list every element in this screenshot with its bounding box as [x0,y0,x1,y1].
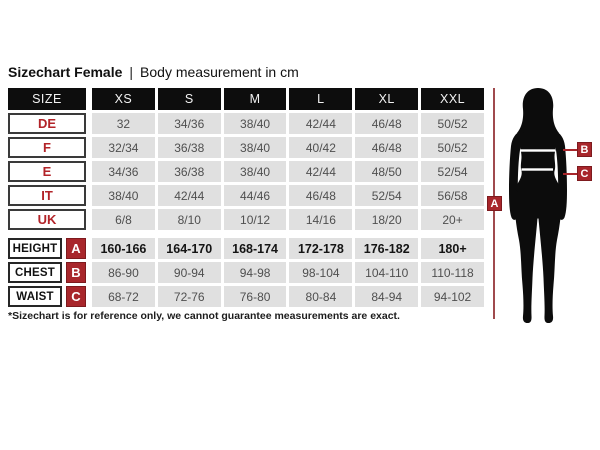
table-badge-b: B [66,262,86,283]
measure-cell: 80-84 [289,286,353,307]
height-label-pair: HEIGHT A [8,238,86,259]
female-silhouette-icon [509,88,567,323]
chest-line [520,149,555,152]
measurement-section: HEIGHT A 160-166 164-170 168-174 172-178… [8,238,484,307]
measure-cell: 168-174 [223,238,287,259]
chest-pointer-line [563,149,577,151]
size-cell: 8/10 [157,209,221,230]
row-label-uk: UK [8,209,86,230]
size-cell: 14/16 [289,209,353,230]
size-cell: 42/44 [289,113,353,134]
size-cell: 34/36 [92,161,155,182]
footnote: *Sizechart is for reference only, we can… [8,310,400,322]
header-cell-s: S [157,88,221,110]
size-cell: 50/52 [421,137,484,158]
size-cell: 46/48 [289,185,353,206]
size-cell: 38/40 [223,113,287,134]
measure-cell: 86-90 [92,262,155,283]
size-cell: 38/40 [223,161,287,182]
size-cell: 32 [92,113,155,134]
measure-cell: 164-170 [157,238,221,259]
size-cell: 32/34 [92,137,155,158]
table-row-waist: WAIST C 68-72 72-76 76-80 80-84 84-94 94… [8,286,484,307]
measure-cell: 160-166 [92,238,155,259]
measure-cell: 84-94 [355,286,419,307]
title-subtitle: Body measurement in cm [140,64,299,80]
header-cell-xxl: XXL [421,88,484,110]
sizechart-table: SIZE XS S M L XL XXL DE 32 34/36 38/40 4… [8,88,484,310]
table-row-f: F 32/34 36/38 38/40 40/42 46/48 50/52 [8,137,484,158]
table-row-e: E 34/36 36/38 38/40 42/44 48/50 52/54 [8,161,484,182]
size-cell: 56/58 [421,185,484,206]
size-cell: 36/38 [157,161,221,182]
size-cell: 42/44 [157,185,221,206]
size-cell: 34/36 [157,113,221,134]
measure-cell: 176-182 [355,238,419,259]
header-cell-m: M [223,88,287,110]
size-cell: 36/38 [157,137,221,158]
waist-pointer-line [563,173,577,175]
row-label-de: DE [8,113,86,134]
size-cell: 40/42 [289,137,353,158]
size-cell: 20+ [421,209,484,230]
size-cell: 38/40 [92,185,155,206]
title-main: Sizechart Female [8,64,123,80]
size-cell: 38/40 [223,137,287,158]
size-cell: 52/54 [421,161,484,182]
row-label-f: F [8,137,86,158]
table-badge-c: C [66,286,86,307]
measure-cell: 90-94 [157,262,221,283]
table-row-chest: CHEST B 86-90 90-94 94-98 98-104 104-110… [8,262,484,283]
row-label-it: IT [8,185,86,206]
row-label-chest: CHEST [8,262,62,283]
page-title: Sizechart Female | Body measurement in cm [8,64,299,80]
measure-cell: 98-104 [289,262,353,283]
size-cell: 10/12 [223,209,287,230]
header-cell-xs: XS [92,88,155,110]
size-cell: 46/48 [355,137,419,158]
figure-badge-c: C [577,166,592,181]
header-cell-l: L [289,88,353,110]
title-separator: | [129,64,134,80]
size-cell: 52/54 [355,185,419,206]
measure-cell: 104-110 [355,262,419,283]
measure-cell: 110-118 [421,262,484,283]
measure-cell: 94-98 [223,262,287,283]
chest-label-pair: CHEST B [8,262,86,283]
table-row-height: HEIGHT A 160-166 164-170 168-174 172-178… [8,238,484,259]
measure-cell: 68-72 [92,286,155,307]
waist-line [521,168,553,171]
size-cell: 46/48 [355,113,419,134]
table-header-row: SIZE XS S M L XL XXL [8,88,484,110]
size-cell: 50/52 [421,113,484,134]
table-row-uk: UK 6/8 8/10 10/12 14/16 18/20 20+ [8,209,484,230]
measure-cell: 172-178 [289,238,353,259]
row-label-e: E [8,161,86,182]
table-row-it: IT 38/40 42/44 44/46 46/48 52/54 56/58 [8,185,484,206]
size-cell: 44/46 [223,185,287,206]
table-badge-a: A [66,238,86,259]
size-cell: 18/20 [355,209,419,230]
row-label-height: HEIGHT [8,238,62,259]
measure-cell: 180+ [421,238,484,259]
measure-cell: 76-80 [223,286,287,307]
size-cell: 6/8 [92,209,155,230]
size-cell: 42/44 [289,161,353,182]
figure-badge-b: B [577,142,592,157]
table-row-de: DE 32 34/36 38/40 42/44 46/48 50/52 [8,113,484,134]
measure-cell: 72-76 [157,286,221,307]
measure-cell: 94-102 [421,286,484,307]
header-cell-size: SIZE [8,88,86,110]
size-cell: 48/50 [355,161,419,182]
waist-label-pair: WAIST C [8,286,86,307]
header-cell-xl: XL [355,88,419,110]
figure-badge-a: A [487,196,502,211]
row-label-waist: WAIST [8,286,62,307]
